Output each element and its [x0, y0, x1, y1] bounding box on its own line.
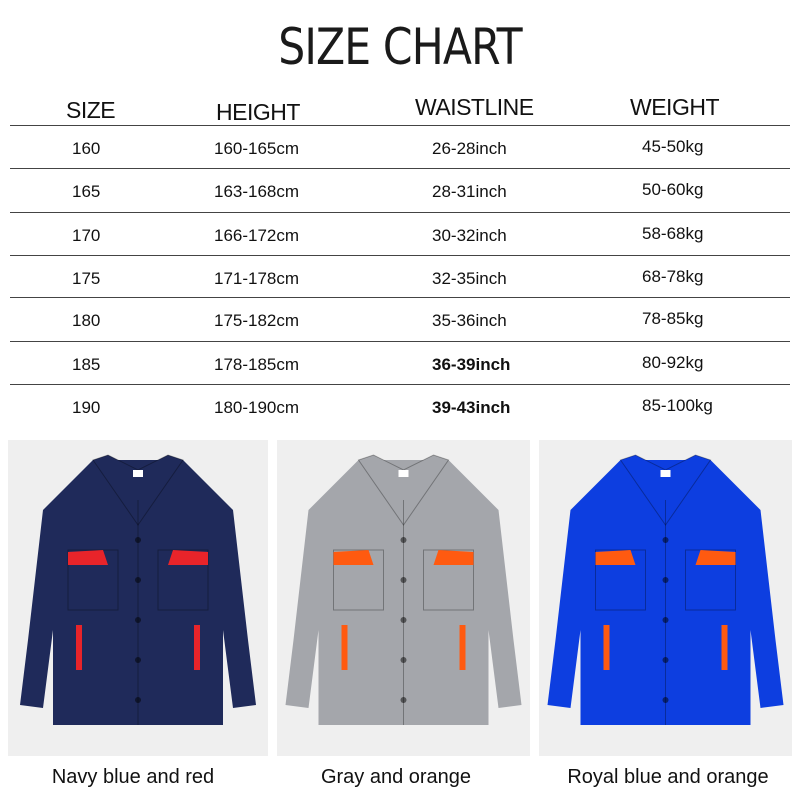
jacket-image: [285, 454, 522, 725]
height-cell: 163-168cm: [214, 182, 300, 201]
height-cell: 178-185cm: [214, 355, 300, 374]
height-cell: 160-165cm: [214, 139, 300, 158]
waistline-cell: 36-39inch: [432, 355, 511, 374]
waistline-cell: 26-28inch: [432, 139, 507, 158]
size-cell: 160: [72, 139, 101, 158]
size-cell: 185: [72, 355, 101, 374]
page-title: SIZE CHART: [278, 18, 522, 76]
row-divider: [10, 341, 790, 342]
weight-cell: 58-68kg: [642, 224, 704, 243]
product-caption: Gray and orange: [320, 766, 472, 788]
row-divider: [10, 255, 790, 256]
weight-cell: 85-100kg: [642, 396, 713, 415]
weight-cell: 80-92kg: [642, 353, 704, 372]
product-image-panel: [277, 440, 530, 756]
header-weight: WEIGHT: [630, 94, 720, 120]
product-image-panel: [539, 440, 792, 756]
height-cell: 166-172cm: [214, 226, 300, 245]
height-cell: 175-182cm: [214, 311, 300, 330]
row-divider: [10, 297, 790, 298]
product-image-panel: [8, 440, 268, 756]
header-waistline: WAISTLINE: [415, 94, 534, 120]
weight-cell: 68-78kg: [642, 267, 704, 286]
product-caption: Royal blue and orange: [567, 766, 769, 788]
height-cell: 180-190cm: [214, 398, 300, 417]
header-height: HEIGHT: [216, 99, 300, 125]
weight-cell: 78-85kg: [642, 309, 704, 328]
weight-cell: 45-50kg: [642, 137, 704, 156]
waistline-cell: 30-32inch: [432, 226, 507, 245]
jacket-image: [20, 454, 256, 725]
waistline-cell: 39-43inch: [432, 398, 511, 417]
size-cell: 180: [72, 311, 101, 330]
product-caption: Navy blue and red: [51, 766, 215, 788]
waistline-cell: 32-35inch: [432, 269, 507, 288]
row-divider: [10, 384, 790, 385]
size-cell: 165: [72, 182, 101, 201]
header-size: SIZE: [66, 97, 116, 123]
jacket-image: [547, 454, 784, 725]
size-cell: 170: [72, 226, 101, 245]
row-divider: [10, 125, 790, 126]
waistline-cell: 35-36inch: [432, 311, 507, 330]
size-cell: 190: [72, 398, 101, 417]
row-divider: [10, 212, 790, 213]
size-cell: 175: [72, 269, 101, 288]
waistline-cell: 28-31inch: [432, 182, 507, 201]
weight-cell: 50-60kg: [642, 180, 704, 199]
height-cell: 171-178cm: [214, 269, 300, 288]
row-divider: [10, 168, 790, 169]
